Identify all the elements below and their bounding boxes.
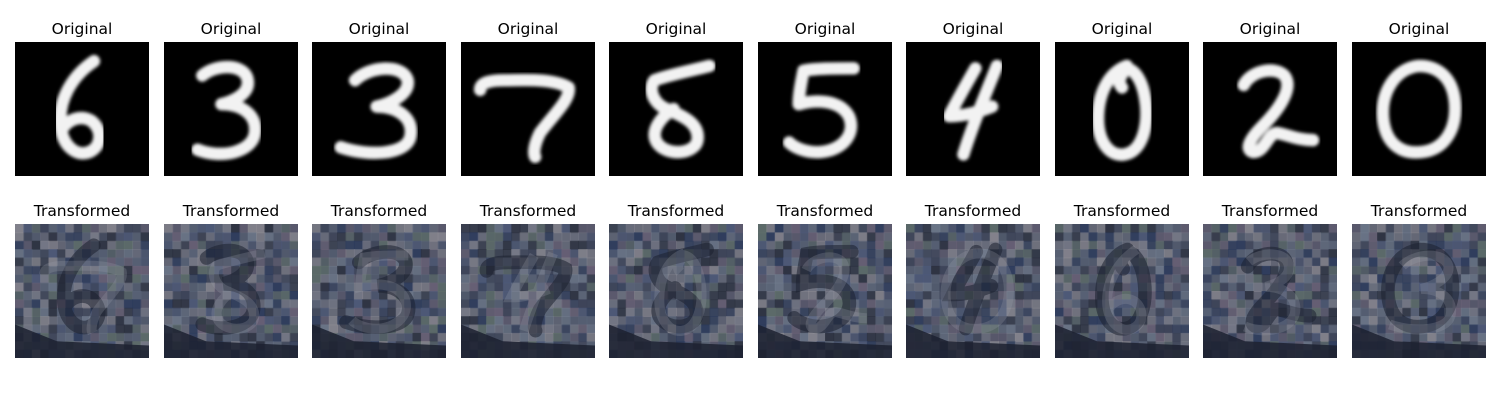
transformed-image <box>461 224 595 358</box>
transformed-image <box>1203 224 1337 358</box>
panel-title: Transformed <box>776 202 874 220</box>
transformed-image <box>164 224 298 358</box>
panel-title: Original <box>1091 20 1153 38</box>
panel-title: Original <box>348 20 410 38</box>
original-digit-image <box>312 42 446 176</box>
panel-title: Transformed <box>1221 202 1319 220</box>
panel-title: Transformed <box>1073 202 1171 220</box>
panel-title: Original <box>645 20 707 38</box>
original-digit-image <box>1203 42 1337 176</box>
panel-title: Transformed <box>33 202 131 220</box>
panel-title: Original <box>200 20 262 38</box>
panel-title: Original <box>1239 20 1301 38</box>
original-digit-image <box>609 42 743 176</box>
original-digit-image <box>1055 42 1189 176</box>
panel-title: Original <box>1388 20 1450 38</box>
panel-title: Transformed <box>627 202 725 220</box>
panel-title: Original <box>942 20 1004 38</box>
panel-title: Transformed <box>1370 202 1468 220</box>
panel-title: Transformed <box>182 202 280 220</box>
panel-title: Transformed <box>330 202 428 220</box>
original-digit-image <box>1352 42 1486 176</box>
transformed-image <box>1055 224 1189 358</box>
transformed-image <box>15 224 149 358</box>
panel-title: Transformed <box>924 202 1022 220</box>
panel-title: Transformed <box>479 202 577 220</box>
panel-title: Original <box>497 20 559 38</box>
original-digit-image <box>164 42 298 176</box>
transformed-image <box>906 224 1040 358</box>
original-digit-image <box>906 42 1040 176</box>
original-digit-image <box>15 42 149 176</box>
original-digit-image <box>461 42 595 176</box>
panel-title: Original <box>794 20 856 38</box>
transformed-image <box>609 224 743 358</box>
transformed-image <box>312 224 446 358</box>
panel-title: Original <box>51 20 113 38</box>
transformed-image <box>1352 224 1486 358</box>
transformed-image <box>758 224 892 358</box>
original-digit-image <box>758 42 892 176</box>
